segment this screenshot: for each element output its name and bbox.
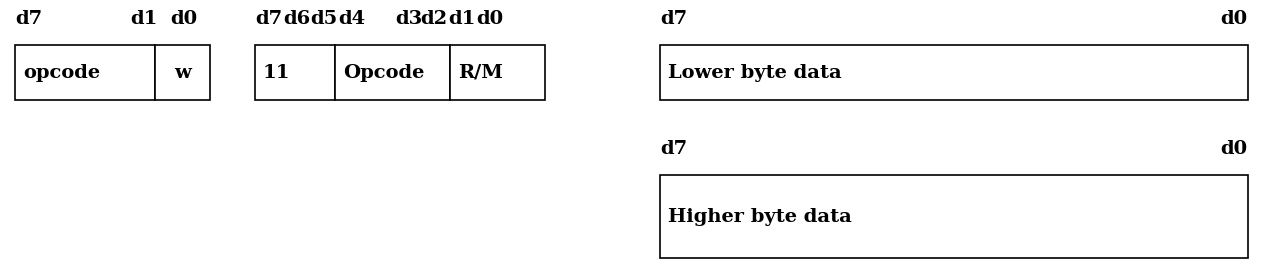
Text: d0: d0 (1220, 10, 1248, 28)
Text: d5: d5 (309, 10, 337, 28)
Text: d6: d6 (283, 10, 311, 28)
Text: d3: d3 (396, 10, 422, 28)
Text: opcode: opcode (23, 64, 100, 81)
Bar (255, 45, 335, 100)
Text: d7: d7 (15, 10, 42, 28)
Text: d1: d1 (448, 10, 476, 28)
Bar (450, 45, 545, 100)
Text: d0: d0 (1220, 140, 1248, 158)
Text: w: w (174, 64, 191, 81)
Bar (155, 45, 210, 100)
Bar (15, 45, 155, 100)
Text: d7: d7 (661, 10, 687, 28)
Text: d2: d2 (420, 10, 448, 28)
Bar (661, 45, 1248, 100)
Text: R/M: R/M (458, 64, 503, 81)
Text: Higher byte data: Higher byte data (668, 208, 852, 226)
Text: d4: d4 (339, 10, 365, 28)
Text: d0: d0 (170, 10, 197, 28)
Bar (661, 175, 1248, 258)
Text: 11: 11 (262, 64, 290, 81)
Text: d7: d7 (255, 10, 281, 28)
Text: Opcode: Opcode (344, 64, 425, 81)
Text: Lower byte data: Lower byte data (668, 64, 842, 81)
Text: d1: d1 (131, 10, 157, 28)
Text: d7: d7 (661, 140, 687, 158)
Bar (335, 45, 450, 100)
Text: d0: d0 (476, 10, 503, 28)
